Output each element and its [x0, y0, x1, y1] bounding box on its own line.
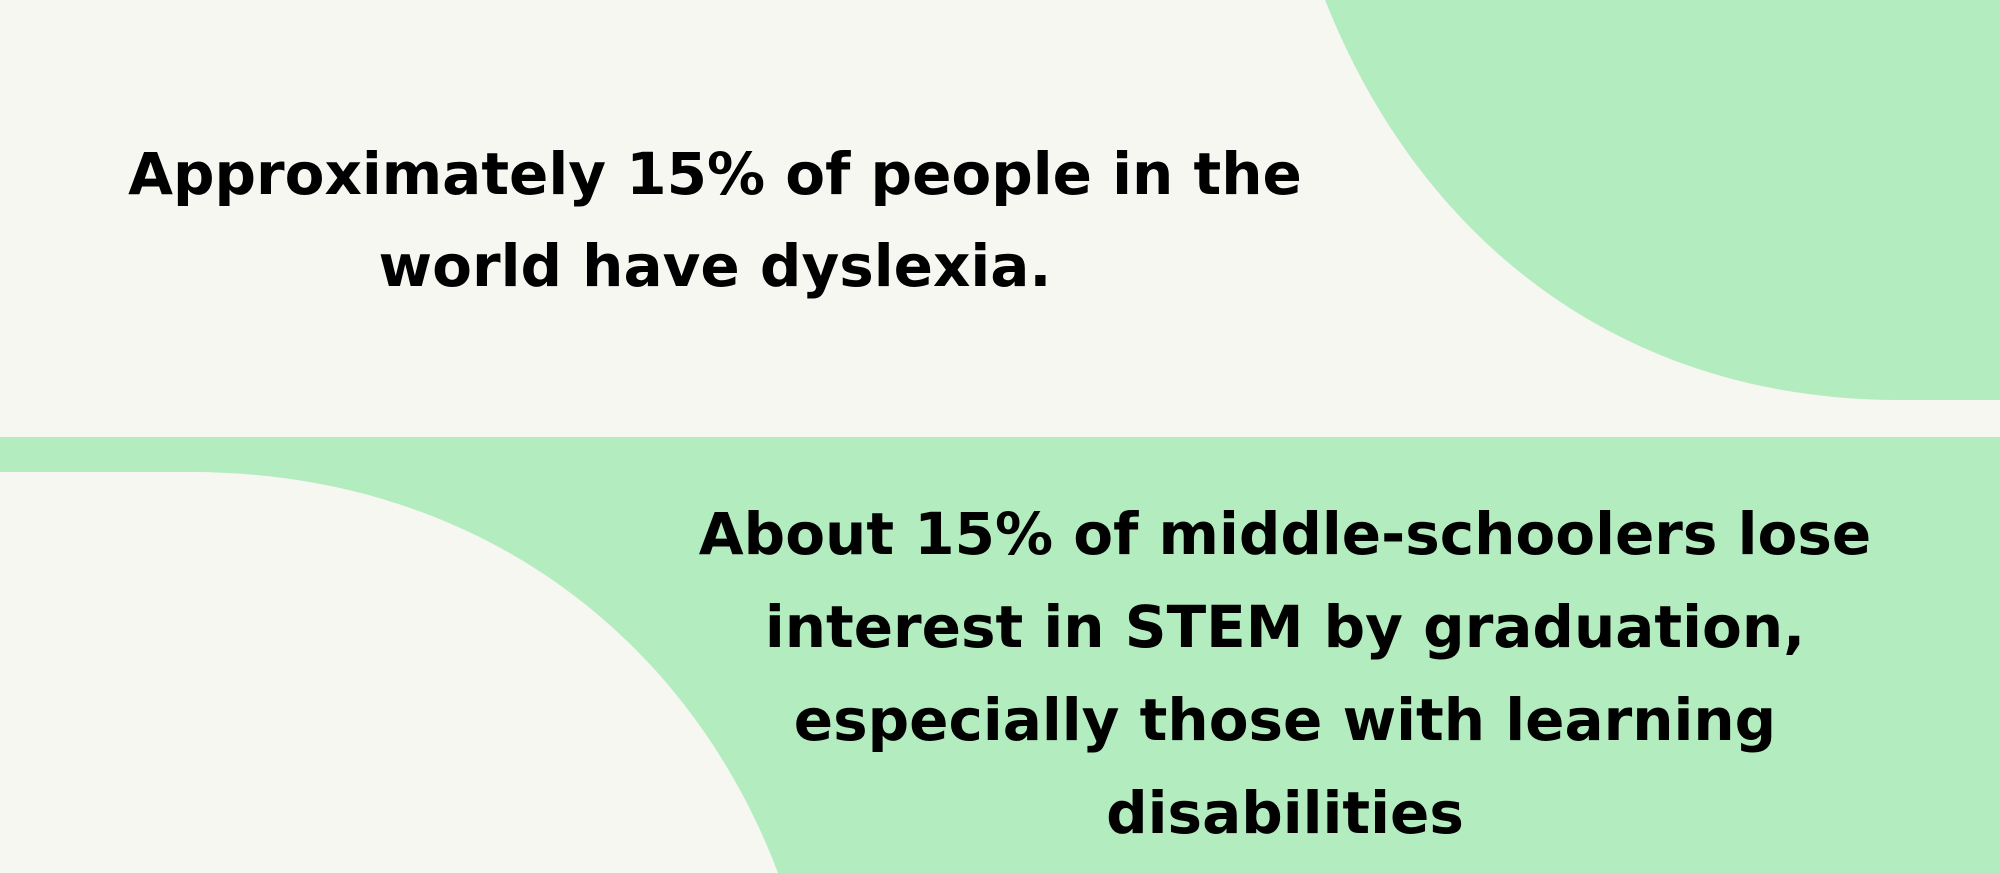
- dyslexia-fact-text: Approximately 15% of people in the world…: [128, 140, 1302, 300]
- top-right-green-shape: [1325, 0, 2000, 400]
- bottom-left-cream-shape: [0, 472, 778, 873]
- stem-fact-text: About 15% of middle-schoolers lose inter…: [698, 500, 1872, 847]
